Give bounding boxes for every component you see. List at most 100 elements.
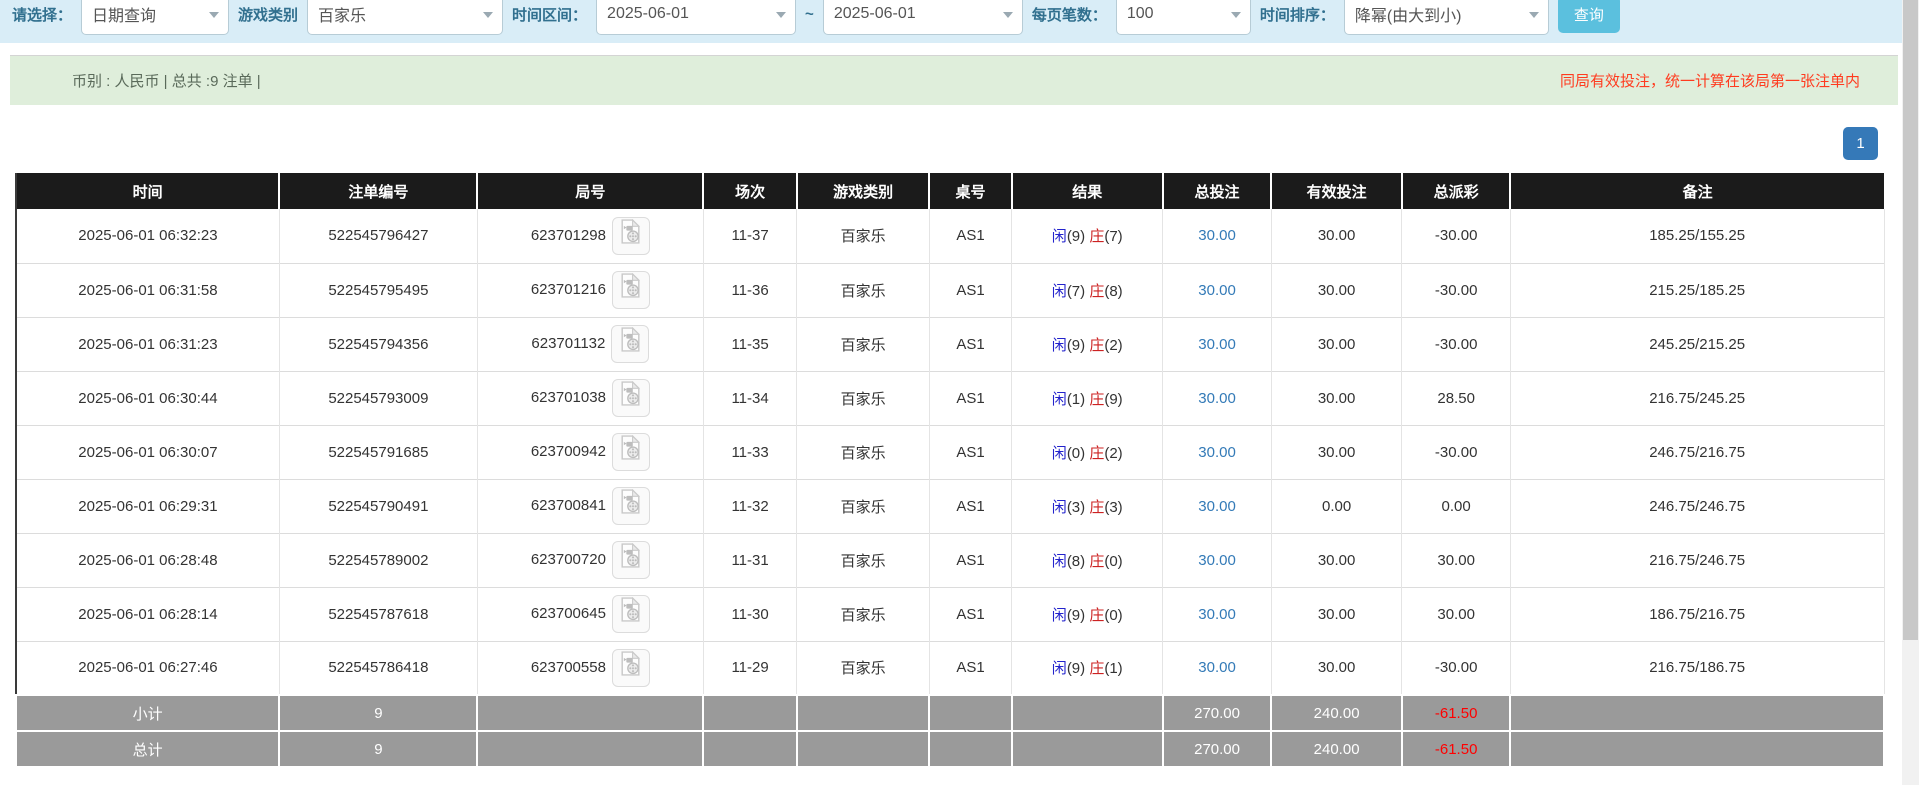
column-header: 注单编号 [278, 173, 478, 209]
cell-round: 623700558 [477, 640, 704, 695]
page-size-select[interactable]: 100 [1115, 0, 1251, 35]
total-bet-link[interactable]: 30.00 [1198, 389, 1236, 407]
banker-result-label: 庄 [1089, 552, 1105, 570]
video-record-icon [621, 650, 641, 676]
cell-game-type: 百家乐 [796, 370, 930, 425]
time-sort-label: 时间排序： [1259, 6, 1335, 24]
cell-table-no: AS1 [929, 262, 1013, 317]
total-bet-link[interactable]: 30.00 [1198, 443, 1236, 461]
cell-round: 623700720 [477, 532, 704, 587]
cell-round: 623701216 [477, 262, 704, 317]
round-number: 623701038 [530, 388, 606, 406]
page-1-button[interactable]: 1 [1843, 127, 1878, 160]
video-record-button[interactable] [611, 487, 650, 525]
column-header: 备注 [1509, 173, 1884, 209]
total-bet-link[interactable]: 30.00 [1198, 605, 1236, 623]
cell-valid-bet: 30.00 [1271, 370, 1403, 425]
cell-bet-id: 522545786418 [279, 640, 478, 695]
video-record-button[interactable] [611, 325, 650, 363]
game-type-select[interactable]: 百家乐 [307, 0, 504, 35]
date-type-select[interactable]: 日期查询 [81, 0, 230, 35]
cell-valid-bet: 30.00 [1271, 424, 1403, 479]
video-record-button[interactable] [611, 216, 650, 255]
time-range-label: 时间区间： [512, 6, 588, 24]
round-number: 623700942 [530, 442, 606, 460]
column-header: 局号 [476, 173, 704, 209]
cell-remark: 245.25/215.25 [1510, 316, 1885, 371]
cell-session: 11-35 [703, 316, 798, 371]
date-to-select[interactable]: 2025-06-01 [822, 0, 1023, 35]
player-score: (9) [1066, 606, 1086, 624]
time-sort-value: 降幂(由大到小) [1354, 8, 1462, 25]
cell-game-type: 百家乐 [796, 586, 930, 641]
footer-label: 小计 [14, 694, 281, 732]
total-bet-link[interactable]: 30.00 [1198, 497, 1236, 515]
chevron-down-icon [1230, 12, 1241, 18]
date-from-select[interactable]: 2025-06-01 [596, 0, 797, 35]
table-row: 2025-06-01 06:27:46 522545786418 6237005… [16, 640, 1885, 695]
column-header: 时间 [16, 173, 280, 209]
video-record-icon [621, 380, 641, 406]
total-bet-link[interactable]: 30.00 [1198, 281, 1236, 299]
cell-time: 2025-06-01 06:27:46 [16, 640, 280, 695]
page-size-label: 每页笔数： [1031, 6, 1107, 24]
banker-score: (8) [1104, 282, 1123, 300]
cell-payout: -30.00 [1401, 209, 1511, 263]
cell-session: 11-33 [703, 424, 798, 479]
cell-total-bet: 30.00 [1162, 316, 1272, 371]
page-size-value: 100 [1126, 5, 1154, 22]
cell-time: 2025-06-01 06:31:58 [16, 262, 280, 317]
player-result-label: 闲 [1051, 444, 1067, 462]
search-button[interactable]: 查询 [1557, 0, 1620, 33]
video-record-button[interactable] [611, 648, 650, 687]
cell-bet-id: 522545794356 [279, 316, 478, 371]
cell-bet-id: 522545791685 [279, 424, 478, 479]
same-round-notice-text: 同局有效投注，统一计算在该局第一张注单内 [1559, 73, 1860, 90]
cell-result: 闲(9) 庄(7) [1011, 209, 1164, 263]
cell-game-type: 百家乐 [796, 532, 930, 587]
banker-result-label: 庄 [1089, 660, 1105, 678]
cell-table-no: AS1 [929, 424, 1013, 479]
cell-valid-bet: 30.00 [1271, 532, 1403, 587]
player-score: (1) [1066, 390, 1086, 408]
video-record-button[interactable] [611, 541, 650, 579]
cell-table-no: AS1 [929, 532, 1013, 587]
total-bet-link[interactable]: 30.00 [1198, 335, 1236, 353]
vertical-scrollbar[interactable] [1902, 0, 1919, 785]
cell-valid-bet: 30.00 [1271, 316, 1403, 371]
cell-session: 11-32 [703, 478, 798, 533]
cell-remark: 216.75/246.75 [1510, 532, 1885, 587]
scrollbar-thumb[interactable] [1903, 0, 1918, 640]
video-record-button[interactable] [611, 271, 650, 309]
total-bet-link[interactable]: 30.00 [1198, 227, 1236, 245]
cell-remark: 185.25/155.25 [1510, 209, 1885, 263]
video-record-button[interactable] [611, 595, 650, 633]
cell-bet-id: 522545789002 [279, 532, 478, 587]
video-record-icon [621, 542, 641, 568]
cell-valid-bet: 30.00 [1271, 586, 1403, 641]
cell-round: 623701132 [477, 316, 704, 371]
cell-bet-id: 522545795495 [279, 262, 478, 317]
video-record-icon [621, 218, 641, 244]
table-row: 2025-06-01 06:31:23 522545794356 6237011… [16, 316, 1885, 371]
banker-score: (2) [1104, 444, 1123, 462]
cell-table-no: AS1 [929, 586, 1013, 641]
game-type-value: 百家乐 [318, 8, 367, 25]
cell-game-type: 百家乐 [796, 424, 930, 479]
cell-valid-bet: 30.00 [1271, 640, 1403, 695]
total-bet-link[interactable]: 30.00 [1198, 551, 1236, 569]
footer-payout: -61.50 [1400, 694, 1512, 732]
cell-valid-bet: 30.00 [1271, 262, 1403, 317]
player-result-label: 闲 [1051, 606, 1067, 624]
cell-game-type: 百家乐 [796, 209, 930, 263]
time-sort-select[interactable]: 降幂(由大到小) [1343, 0, 1549, 35]
cell-time: 2025-06-01 06:29:31 [16, 478, 280, 533]
round-number: 623700558 [530, 658, 606, 676]
video-record-button[interactable] [611, 433, 650, 471]
cell-remark: 246.75/216.75 [1510, 424, 1885, 479]
video-record-button[interactable] [611, 379, 650, 417]
cell-time: 2025-06-01 06:30:07 [16, 424, 280, 479]
chevron-down-icon [776, 12, 787, 18]
total-bet-link[interactable]: 30.00 [1198, 659, 1236, 677]
chevron-down-icon [1002, 12, 1013, 18]
